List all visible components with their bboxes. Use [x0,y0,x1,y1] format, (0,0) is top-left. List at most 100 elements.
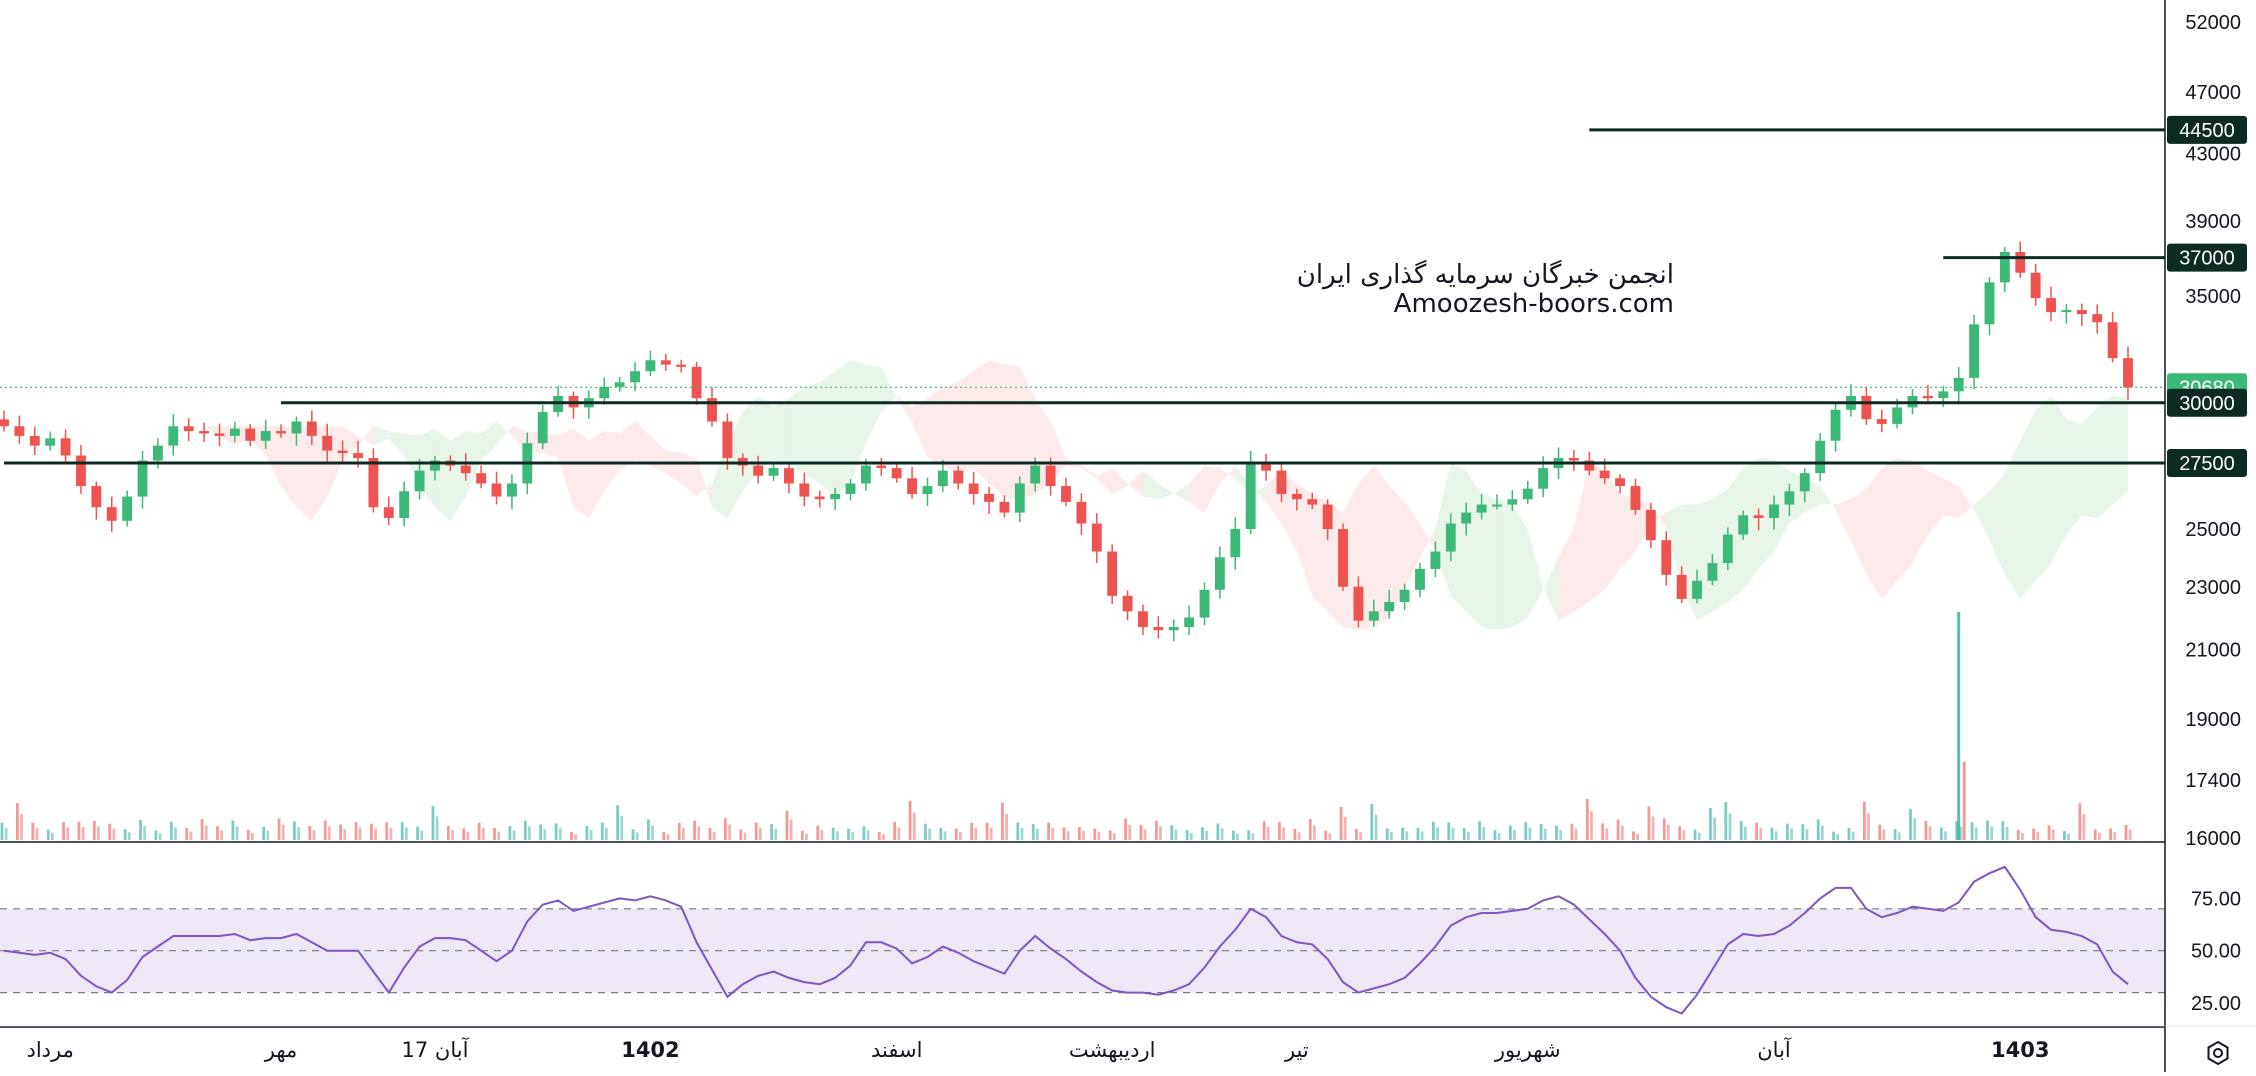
volume-bar [343,829,347,840]
candle-body [2092,314,2103,323]
volume-bar [1108,830,1112,840]
candle-body [214,433,225,436]
candle-body [1045,465,1056,487]
candle-body [860,465,871,484]
volume-bar [1508,825,1512,840]
volume-bar [462,828,466,840]
volume-bar [2078,803,2082,840]
cloud-segment [373,426,389,446]
cloud-segment [1420,523,1436,558]
volume-bar [1001,802,1004,840]
time-axis-label: مهر [264,1038,298,1062]
cloud-segment [1158,483,1174,500]
volume-bar [2109,828,2112,840]
volume-bar [959,831,962,840]
candle-body [1661,540,1672,575]
volume-bar [1047,822,1050,840]
volume-bar [308,825,312,840]
volume-bar [1278,822,1281,840]
volume-bar [1216,823,1220,840]
cloud-segment [2066,419,2082,535]
candle-body [1214,557,1225,590]
price-axis-ticks[interactable]: 52000 47000 43000 39000 35000 25000 23000 21000… [2185,12,2241,850]
volume-bar [774,828,778,840]
rsi-line [3,865,2129,1015]
level-label-box [2167,449,2247,478]
candle-body [1876,419,1887,424]
candle-body [1030,465,1041,484]
volume-bar [31,822,35,840]
volume-bar [943,831,947,840]
gear-icon[interactable] [2207,1040,2229,1066]
cloud-segment [1004,364,1020,500]
volume-bar [2067,833,2070,840]
candle-body [60,438,71,456]
volume-bar [1636,833,1640,840]
cloud-segment [1943,478,1959,519]
time-axis-label: تیر [1284,1038,1309,1062]
volume-bar [1944,831,1947,840]
volume-bar [189,831,193,840]
candle-body [14,426,25,436]
volume-bar [46,829,50,840]
volume-bar [1436,827,1439,840]
level-label: 27500 [2179,453,2235,475]
volume-bar [954,828,958,840]
volume-bar [297,827,300,840]
volume-bar [724,818,727,840]
level-label-box [2167,388,2247,417]
volume-bar [605,827,608,840]
volume-bar [1820,825,1824,840]
volume-bar [277,818,281,840]
volume-bar [2016,829,2020,840]
cloud-segment [2112,395,2128,505]
volume-bar [528,826,531,840]
candle-body [1245,463,1256,530]
volume-bar [1328,833,1332,840]
candle-body [830,493,841,500]
volume-bar [693,820,696,840]
volume-bar [323,820,327,840]
candle-body [106,507,117,521]
volume-bar [204,825,208,840]
volume-bar [1205,831,1209,840]
volume-bar [1374,814,1378,840]
price-tick-label: 16000 [2185,828,2241,850]
volume-bar [758,827,762,840]
cloud-segment [265,426,282,487]
volume-bar [497,831,501,840]
cloud-segment [758,395,774,471]
cloud-segment [1496,499,1513,631]
candle-body [984,493,994,502]
candle-body [1153,627,1164,631]
cloud-segment [1958,486,1975,519]
volume-bar [1651,816,1655,840]
volume-bar [1324,830,1328,840]
volume-bar [1924,820,1928,840]
candle-body [353,453,363,459]
cloud-segment [788,386,805,474]
volume-bar [1139,824,1143,840]
time-axis-label: 1403 [1991,1038,2049,1062]
volume-bar [77,821,81,840]
volume-bar [108,823,112,840]
volume-bar [251,832,254,840]
volume-bar [800,830,804,840]
time-axis-labels[interactable]: مرداد مهر 17 آبان 1402 اسفند اردیبهشت تیر شهریو… [26,1037,2049,1062]
candle-body [691,366,702,399]
volume-bar [1955,821,1959,840]
cloud-segment [1727,468,1744,602]
candle-body [2030,272,2041,299]
cloud-segment [1450,463,1467,612]
volume-bar [739,829,743,840]
candle-body [599,386,610,399]
volume-bar [404,827,408,840]
volume-bar [835,831,839,840]
candle-body [229,428,240,436]
candle-body [276,431,286,434]
candle-body [968,483,979,494]
cloud-segment [1373,465,1390,628]
